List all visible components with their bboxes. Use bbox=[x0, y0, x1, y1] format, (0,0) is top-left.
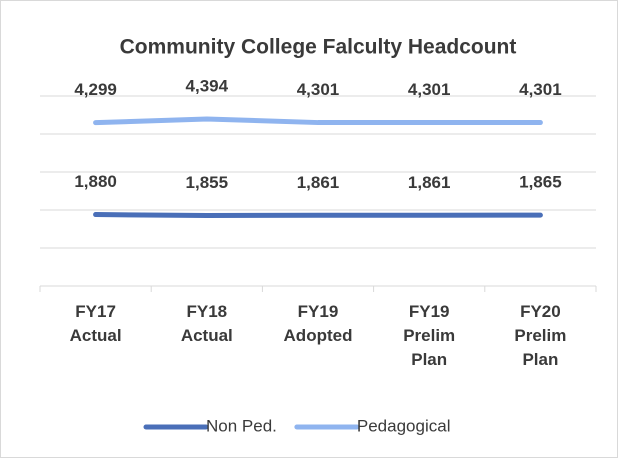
x-tick-label: FY19 Prelim Plan bbox=[403, 302, 456, 369]
legend-label: Pedagogical bbox=[357, 416, 451, 435]
line bbox=[93, 212, 543, 219]
data-label: 4,394 bbox=[186, 77, 229, 96]
x-tick-label: FY17 Actual bbox=[69, 302, 122, 345]
data-label: 4,299 bbox=[74, 80, 117, 99]
data-label: 1,880 bbox=[74, 172, 117, 191]
legend-label: Non Ped. bbox=[206, 416, 277, 435]
x-tick-label: FY18 Actual bbox=[180, 302, 233, 345]
data-label: 4,301 bbox=[297, 80, 340, 99]
data-label: 1,855 bbox=[186, 173, 229, 192]
x-tick-label: FY19 Adopted bbox=[283, 302, 353, 345]
line bbox=[93, 116, 543, 126]
x-tick-label: FY20 Prelim Plan bbox=[514, 302, 567, 369]
data-label: 1,865 bbox=[519, 173, 562, 192]
data-label: 1,861 bbox=[408, 173, 451, 192]
data-label: 4,301 bbox=[408, 80, 451, 99]
data-label: 4,301 bbox=[519, 80, 562, 99]
data-label: 1,861 bbox=[297, 173, 340, 192]
chart-title: Community College Falculty Headcount bbox=[120, 36, 517, 59]
